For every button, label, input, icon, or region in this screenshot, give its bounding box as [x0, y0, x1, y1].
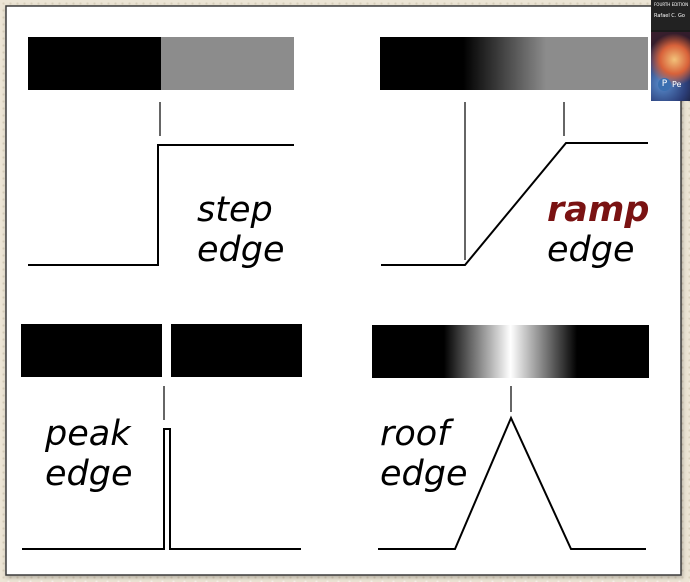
peak-edge-figure [21, 324, 302, 550]
step-edge-label: step edge [197, 190, 285, 270]
step-dark-band [28, 37, 161, 90]
roof-edge-figure [372, 325, 649, 550]
ramp-edge-figure [380, 37, 648, 266]
ramp-gradient-band [380, 37, 648, 90]
book-edition-text: FOURTH EDITION [654, 2, 689, 7]
step-profile [28, 144, 294, 266]
ramp-edge-label: ramp edge [547, 190, 649, 270]
roof-profile [378, 415, 646, 550]
book-cover-header [651, 0, 690, 30]
publisher-brand-text: Pe [672, 80, 682, 89]
book-author-text: Rafael C. Go [654, 13, 685, 19]
book-cover-thumbnail: FOURTH EDITION Rafael C. Go P Pe [651, 0, 690, 101]
peak-profile [22, 428, 301, 550]
step-edge-figure [28, 37, 294, 266]
step-label-line1: step [197, 190, 273, 230]
publisher-logo-icon: P [658, 78, 671, 91]
peak-edge-label: peak edge [45, 414, 133, 494]
step-gray-band [161, 37, 294, 90]
panel-frame [5, 5, 682, 576]
roof-label-line2: edge [380, 454, 468, 494]
roof-edge-label: roof edge [380, 414, 468, 494]
ramp-label-line1: ramp [547, 190, 650, 230]
book-cover-art [651, 32, 690, 101]
ramp-profile [381, 142, 648, 266]
roof-label-line1: roof [380, 414, 450, 454]
step-label-line2: edge [197, 230, 285, 270]
ramp-label-line2: edge [547, 230, 635, 270]
peak-label-line2: edge [45, 454, 133, 494]
peak-dark-band-left [21, 324, 162, 377]
peak-dark-band-right [171, 324, 302, 377]
roof-gradient-band [372, 325, 649, 378]
peak-label-line1: peak [45, 414, 131, 454]
